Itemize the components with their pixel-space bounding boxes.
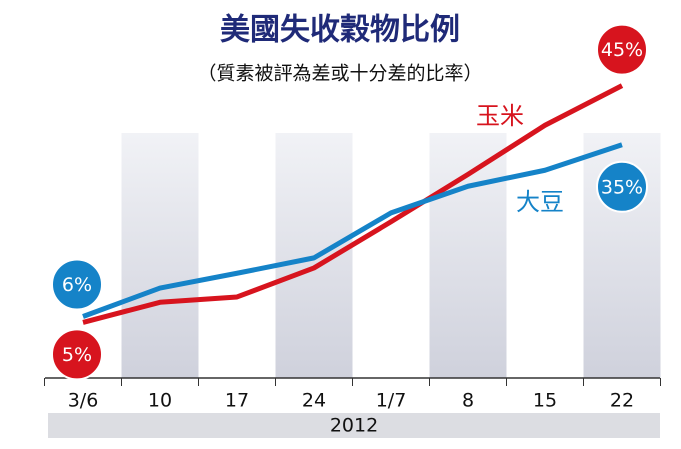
chart-title: 美國失收穀物比例 — [220, 13, 460, 48]
year-bar — [48, 413, 660, 438]
chart-subtitle: （質素被評為差或十分差的比率） — [197, 63, 482, 85]
x-tick-label: 22 — [610, 390, 634, 412]
value-bubble — [596, 23, 648, 76]
legend-label: 玉米 — [476, 102, 524, 130]
x-tick-label: 15 — [533, 390, 557, 412]
x-tick-label: 10 — [148, 390, 172, 412]
column-band — [429, 133, 507, 378]
x-tick-label: 3/6 — [68, 390, 99, 412]
value-label: 35% — [601, 176, 643, 198]
x-tick-label: 17 — [225, 390, 249, 412]
x-tick-label: 8 — [462, 390, 474, 412]
value-bubble — [51, 258, 103, 311]
value-label: 5% — [62, 344, 92, 366]
x-tick-label: 24 — [302, 390, 326, 412]
x-tick-label: 1/7 — [376, 390, 407, 412]
year-label: 2012 — [330, 415, 378, 437]
line — [82, 142, 623, 319]
value-label: 45% — [601, 39, 643, 61]
column-band — [121, 133, 199, 378]
legend-label: 大豆 — [516, 188, 564, 216]
value-label: 6% — [62, 274, 92, 296]
value-bubble — [51, 328, 103, 381]
value-bubble — [596, 160, 648, 213]
line — [82, 83, 624, 325]
